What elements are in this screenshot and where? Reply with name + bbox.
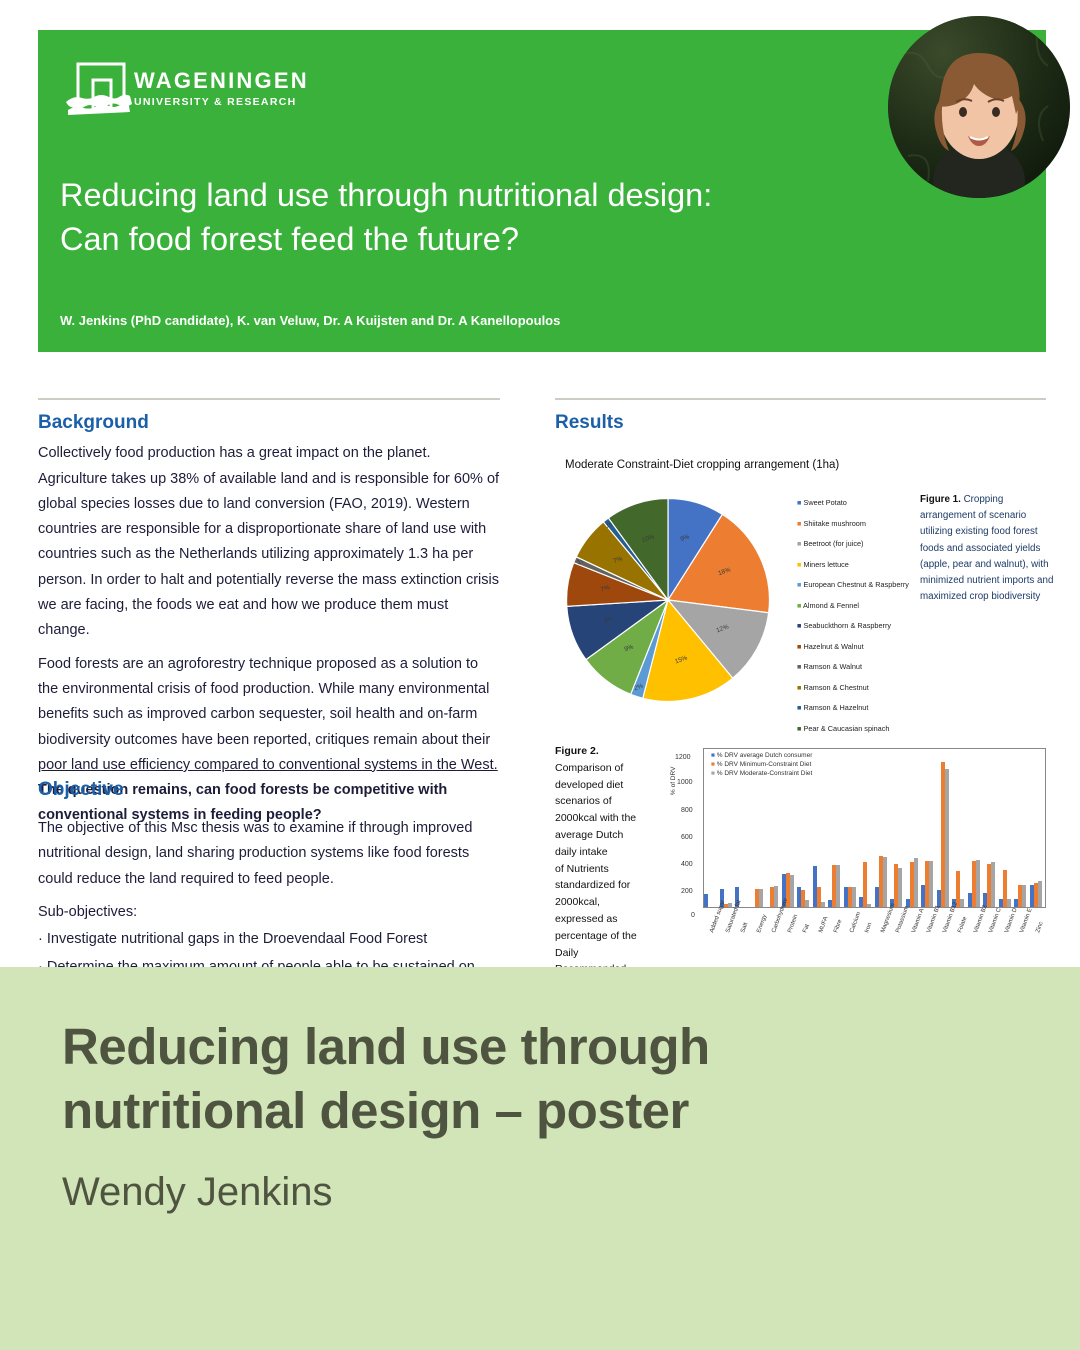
svg-text:WAGENINGEN: WAGENINGEN: [134, 68, 309, 93]
svg-text:UNIVERSITY & RESEARCH: UNIVERSITY & RESEARCH: [134, 96, 296, 108]
